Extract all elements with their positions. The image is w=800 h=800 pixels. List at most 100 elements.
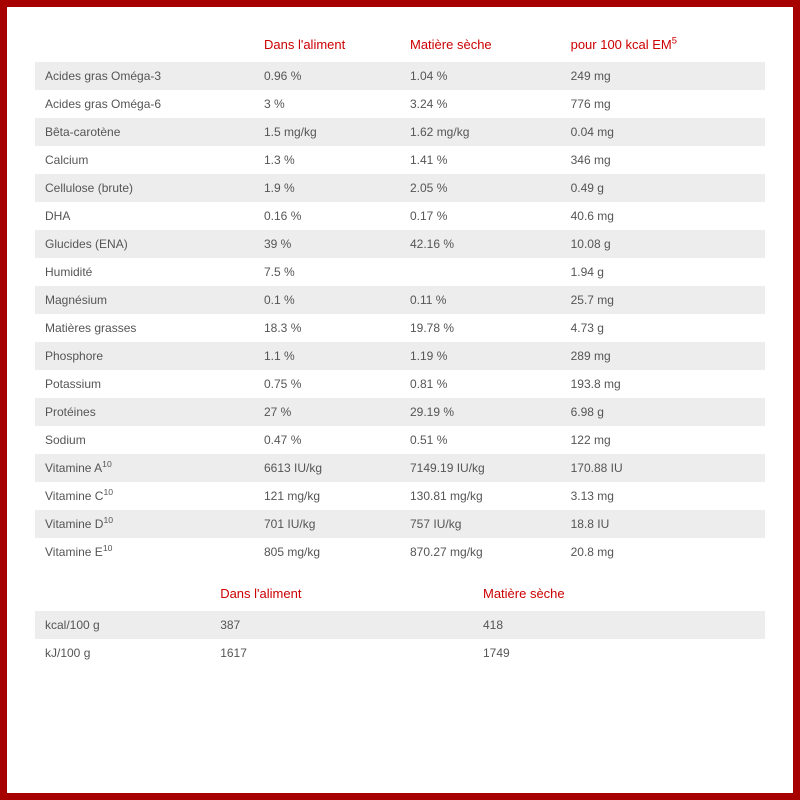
nutrient-value: 10.08 g: [561, 230, 765, 258]
table-row: Calcium1.3 %1.41 %346 mg: [35, 146, 765, 174]
nutrient-value: 25.7 mg: [561, 286, 765, 314]
nutrient-value: 0.81 %: [400, 370, 561, 398]
nutrient-value: 3.24 %: [400, 90, 561, 118]
nutrition-table-energy: Dans l'alimentMatière sèche kcal/100 g38…: [35, 578, 765, 667]
column-header: [35, 578, 210, 611]
table-row: Sodium0.47 %0.51 %122 mg: [35, 426, 765, 454]
nutrient-value: 0.96 %: [254, 62, 400, 90]
energy-value: 1617: [210, 639, 473, 667]
nutrient-value: 870.27 mg/kg: [400, 538, 561, 566]
table-row: Phosphore1.1 %1.19 %289 mg: [35, 342, 765, 370]
nutrient-name: Magnésium: [35, 286, 254, 314]
table-row: Cellulose (brute)1.9 %2.05 %0.49 g: [35, 174, 765, 202]
nutrient-value: 18.3 %: [254, 314, 400, 342]
nutrient-value: 0.16 %: [254, 202, 400, 230]
nutrient-value: 757 IU/kg: [400, 510, 561, 538]
table-row: Glucides (ENA)39 %42.16 %10.08 g: [35, 230, 765, 258]
table-row: DHA0.16 %0.17 %40.6 mg: [35, 202, 765, 230]
table-header-row: Dans l'alimentMatière sèche: [35, 578, 765, 611]
table-row: Magnésium0.1 %0.11 %25.7 mg: [35, 286, 765, 314]
nutrient-value: 19.78 %: [400, 314, 561, 342]
nutrient-value: 249 mg: [561, 62, 765, 90]
nutrient-name: Vitamine A10: [35, 454, 254, 482]
nutrient-name: Bêta-carotène: [35, 118, 254, 146]
nutrient-value: 0.17 %: [400, 202, 561, 230]
nutrient-value: 7149.19 IU/kg: [400, 454, 561, 482]
nutrient-value: 20.8 mg: [561, 538, 765, 566]
nutrient-name: Acides gras Oméga-3: [35, 62, 254, 90]
nutrient-value: 3.13 mg: [561, 482, 765, 510]
nutrient-name: Cellulose (brute): [35, 174, 254, 202]
table-header-row: Dans l'alimentMatière sèchepour 100 kcal…: [35, 29, 765, 62]
nutrient-value: 7.5 %: [254, 258, 400, 286]
nutrient-value: 1.3 %: [254, 146, 400, 174]
nutrient-name: Acides gras Oméga-6: [35, 90, 254, 118]
nutrient-value: 18.8 IU: [561, 510, 765, 538]
nutrient-value: 29.19 %: [400, 398, 561, 426]
nutrition-frame: Dans l'alimentMatière sèchepour 100 kcal…: [0, 0, 800, 800]
nutrient-name: Phosphore: [35, 342, 254, 370]
nutrient-value: 6.98 g: [561, 398, 765, 426]
nutrient-name: Sodium: [35, 426, 254, 454]
nutrient-value: 170.88 IU: [561, 454, 765, 482]
nutrient-name: DHA: [35, 202, 254, 230]
nutrient-value: 1.19 %: [400, 342, 561, 370]
nutrient-value: 122 mg: [561, 426, 765, 454]
table-row: Protéines27 %29.19 %6.98 g: [35, 398, 765, 426]
nutrient-value: 130.81 mg/kg: [400, 482, 561, 510]
nutrient-value: 346 mg: [561, 146, 765, 174]
nutrient-name: Protéines: [35, 398, 254, 426]
nutrient-name: Matières grasses: [35, 314, 254, 342]
nutrient-name: Vitamine E10: [35, 538, 254, 566]
nutrient-value: [400, 258, 561, 286]
nutrient-value: 701 IU/kg: [254, 510, 400, 538]
energy-name: kcal/100 g: [35, 611, 210, 639]
nutrient-value: 4.73 g: [561, 314, 765, 342]
table-row: Humidité7.5 %1.94 g: [35, 258, 765, 286]
nutrition-table-main: Dans l'alimentMatière sèchepour 100 kcal…: [35, 29, 765, 566]
table-row: Vitamine C10121 mg/kg130.81 mg/kg3.13 mg: [35, 482, 765, 510]
energy-value: 418: [473, 611, 765, 639]
energy-value: 387: [210, 611, 473, 639]
nutrient-value: 27 %: [254, 398, 400, 426]
nutrient-value: 1.04 %: [400, 62, 561, 90]
nutrient-value: 0.1 %: [254, 286, 400, 314]
nutrient-value: 121 mg/kg: [254, 482, 400, 510]
table-row: Matières grasses18.3 %19.78 %4.73 g: [35, 314, 765, 342]
column-header: Dans l'aliment: [210, 578, 473, 611]
nutrient-value: 1.1 %: [254, 342, 400, 370]
nutrient-value: 2.05 %: [400, 174, 561, 202]
nutrient-name: Glucides (ENA): [35, 230, 254, 258]
energy-name: kJ/100 g: [35, 639, 210, 667]
nutrient-value: 193.8 mg: [561, 370, 765, 398]
table-row: kJ/100 g16171749: [35, 639, 765, 667]
nutrient-value: 0.49 g: [561, 174, 765, 202]
nutrient-value: 0.75 %: [254, 370, 400, 398]
nutrient-name: Calcium: [35, 146, 254, 174]
table-row: Vitamine D10701 IU/kg757 IU/kg18.8 IU: [35, 510, 765, 538]
nutrient-value: 1.41 %: [400, 146, 561, 174]
table-row: kcal/100 g387418: [35, 611, 765, 639]
nutrient-value: 39 %: [254, 230, 400, 258]
nutrient-name: Humidité: [35, 258, 254, 286]
nutrient-value: 776 mg: [561, 90, 765, 118]
energy-value: 1749: [473, 639, 765, 667]
nutrient-value: 0.51 %: [400, 426, 561, 454]
table-row: Bêta-carotène1.5 mg/kg1.62 mg/kg0.04 mg: [35, 118, 765, 146]
column-header: pour 100 kcal EM5: [561, 29, 765, 62]
column-header: Matière sèche: [400, 29, 561, 62]
column-header: Dans l'aliment: [254, 29, 400, 62]
table-row: Vitamine A106613 IU/kg7149.19 IU/kg170.8…: [35, 454, 765, 482]
nutrient-value: 1.5 mg/kg: [254, 118, 400, 146]
nutrient-value: 6613 IU/kg: [254, 454, 400, 482]
nutrient-value: 0.11 %: [400, 286, 561, 314]
nutrient-value: 1.62 mg/kg: [400, 118, 561, 146]
nutrient-value: 0.47 %: [254, 426, 400, 454]
column-header: Matière sèche: [473, 578, 765, 611]
table-row: Vitamine E10805 mg/kg870.27 mg/kg20.8 mg: [35, 538, 765, 566]
nutrient-name: Vitamine C10: [35, 482, 254, 510]
nutrient-value: 289 mg: [561, 342, 765, 370]
nutrient-value: 1.9 %: [254, 174, 400, 202]
column-header: [35, 29, 254, 62]
nutrient-name: Potassium: [35, 370, 254, 398]
